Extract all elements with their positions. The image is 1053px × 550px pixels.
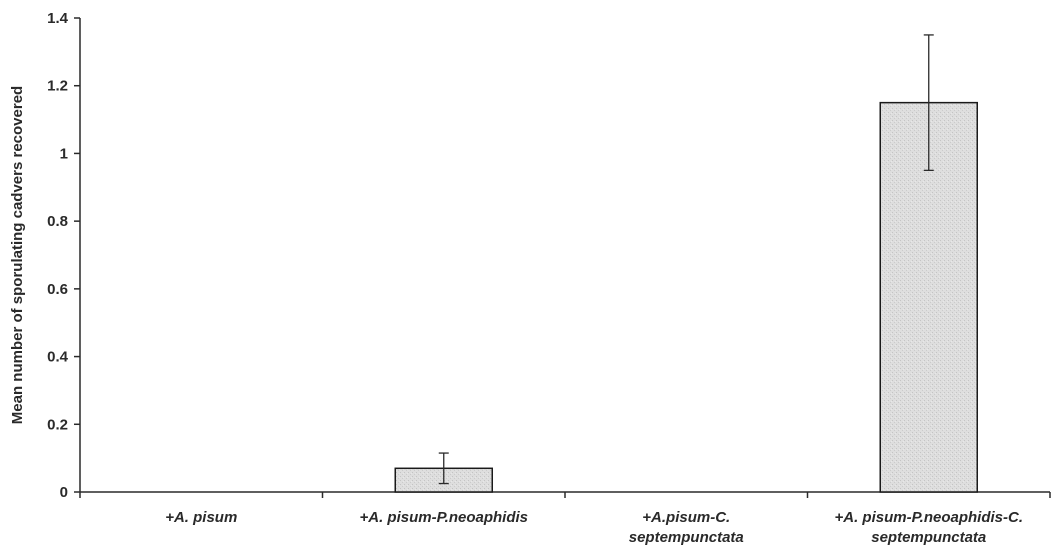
y-tick-label: 0.4 xyxy=(47,349,69,366)
y-tick-label: 0.2 xyxy=(47,416,68,433)
y-tick-label: 1.2 xyxy=(47,78,68,95)
y-tick-label: 1 xyxy=(60,145,68,162)
y-tick-label: 0.8 xyxy=(47,213,68,230)
x-category-label-line: +A.pisum-C. xyxy=(642,509,730,526)
y-tick-label: 0.6 xyxy=(47,281,68,298)
x-category-label-line: septempunctata xyxy=(871,529,986,545)
y-tick-label: 1.4 xyxy=(47,10,69,27)
x-category-label-line: +A. pisum-P.neoaphidis xyxy=(359,509,528,526)
x-category-label: +A. pisum-P.neoaphidis xyxy=(359,509,528,526)
y-tick-label: 0 xyxy=(60,484,68,501)
y-axis-title: Mean number of sporulating cadvers recov… xyxy=(9,86,26,424)
x-category-label: +A. pisum-P.neoaphidis-C. septempunctata xyxy=(834,509,1023,545)
bar xyxy=(879,101,978,493)
x-category-label-line: +A. pisum-P.neoaphidis-C. xyxy=(834,509,1023,526)
x-category-label: +A. pisum xyxy=(165,509,237,526)
x-category-label-line: +A. pisum xyxy=(165,509,237,526)
x-category-label-line: septempunctata xyxy=(629,529,744,545)
x-category-label: +A.pisum-C. septempunctata xyxy=(629,509,744,545)
